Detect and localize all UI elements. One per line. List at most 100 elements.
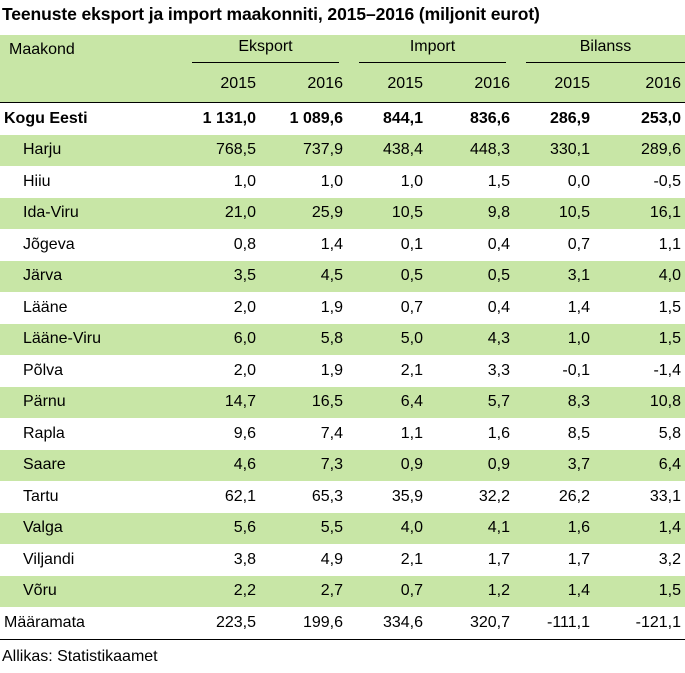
value-cell: 9,8: [487, 204, 510, 222]
group-header-export: Eksport: [180, 35, 347, 66]
value-cell: 0,0: [567, 172, 590, 190]
region-name: Järva: [23, 267, 63, 285]
region-column-header: Maakond: [9, 41, 75, 58]
value-cell: 0,7: [567, 235, 590, 253]
value-cell: 0,8: [233, 235, 256, 253]
table-row: Rapla 9,6 7,4 1,1 1,6 8,5 5,8: [0, 418, 685, 450]
value-cell: 768,5: [215, 141, 256, 159]
table-row: Pärnu 14,7 16,5 6,4 5,7 8,3 10,8: [0, 386, 685, 418]
value-cell: 4,1: [487, 519, 510, 537]
year-header: 2016: [474, 75, 510, 92]
region-name: Ida-Viru: [23, 204, 79, 222]
table-row: Tartu 62,1 65,3 35,9 32,2 26,2 33,1: [0, 481, 685, 513]
value-cell: 0,7: [400, 582, 423, 600]
year-header: 2015: [554, 75, 590, 92]
value-cell: 35,9: [391, 487, 423, 505]
value-cell: 1,9: [320, 361, 343, 379]
value-cell: 32,2: [478, 487, 510, 505]
table-row: Valga 5,6 5,5 4,0 4,1 1,6 1,4: [0, 512, 685, 544]
region-name: Valga: [23, 519, 63, 537]
value-cell: 7,3: [320, 456, 343, 474]
value-cell: 0,7: [400, 298, 423, 316]
value-cell: 0,9: [487, 456, 510, 474]
value-cell: 10,8: [649, 393, 682, 411]
value-cell: 0,5: [487, 267, 510, 285]
value-cell: 3,5: [233, 267, 256, 285]
region-name: Määramata: [0, 607, 180, 640]
table-row: Ida-Viru 21,0 25,9 10,5 9,8 10,5 16,1: [0, 197, 685, 229]
value-cell: 1,4: [320, 235, 343, 253]
value-cell: 844,1: [347, 102, 427, 135]
value-cell: -1,4: [653, 361, 682, 379]
data-table: Maakond Eksport Import Bilanss 2015 2016…: [0, 35, 685, 640]
value-cell: 5,8: [320, 330, 343, 348]
value-cell: 0,9: [400, 456, 423, 474]
value-cell: 5,0: [400, 330, 423, 348]
table-row: Põlva 2,0 1,9 2,1 3,3 -0,1 -1,4: [0, 355, 685, 387]
value-cell: 448,3: [469, 141, 510, 159]
region-name: Saare: [23, 456, 66, 474]
value-cell: 16,1: [649, 204, 682, 222]
value-cell: 1,1: [658, 235, 682, 253]
region-name: Hiiu: [23, 172, 51, 190]
value-cell: 1,0: [320, 172, 343, 190]
region-name: Rapla: [23, 424, 65, 442]
value-cell: 4,0: [400, 519, 423, 537]
value-cell: 8,5: [567, 424, 590, 442]
value-cell: 5,8: [658, 424, 682, 442]
value-cell: 4,5: [320, 267, 343, 285]
value-cell: 0,1: [400, 235, 423, 253]
region-name: Lääne: [23, 298, 68, 316]
value-cell: 334,6: [347, 607, 427, 640]
group-label-balance: Bilanss: [579, 38, 632, 55]
value-cell: 286,9: [514, 102, 594, 135]
value-cell: 2,2: [233, 582, 256, 600]
value-cell: 3,2: [658, 550, 682, 568]
value-cell: 1,9: [320, 298, 343, 316]
region-name: Kogu Eesti: [0, 102, 180, 135]
value-cell: 1,0: [400, 172, 423, 190]
region-name: Lääne-Viru: [23, 330, 101, 348]
value-cell: 26,2: [558, 487, 590, 505]
value-cell: 438,4: [382, 141, 423, 159]
value-cell: 2,1: [400, 550, 423, 568]
year-header: 2015: [220, 75, 256, 92]
value-cell: 5,7: [487, 393, 510, 411]
value-cell: 1,2: [487, 582, 510, 600]
value-cell: 836,6: [427, 102, 514, 135]
group-label-export: Eksport: [238, 38, 293, 55]
value-cell: 1,4: [658, 519, 682, 537]
value-cell: 8,3: [567, 393, 590, 411]
table-row: Hiiu 1,0 1,0 1,0 1,5 0,0 -0,5: [0, 166, 685, 198]
value-cell: 199,6: [260, 607, 347, 640]
value-cell: 223,5: [180, 607, 260, 640]
table-title: Teenuste eksport ja import maakonniti, 2…: [2, 4, 540, 24]
value-cell: 1,5: [658, 330, 682, 348]
table-row: Saare 4,6 7,3 0,9 0,9 3,7 6,4: [0, 449, 685, 481]
value-cell: 1 131,0: [180, 102, 260, 135]
value-cell: 0,4: [487, 235, 510, 253]
value-cell: 10,5: [391, 204, 423, 222]
year-header: 2016: [645, 75, 682, 92]
table-row: Lääne 2,0 1,9 0,7 0,4 1,4 1,5: [0, 292, 685, 324]
value-cell: 10,5: [558, 204, 590, 222]
value-cell: 1,0: [233, 172, 256, 190]
value-cell: 3,3: [487, 361, 510, 379]
region-name: Harju: [23, 141, 62, 159]
value-cell: 3,8: [233, 550, 256, 568]
value-cell: 2,1: [400, 361, 423, 379]
value-cell: 253,0: [594, 102, 685, 135]
value-cell: 1,5: [487, 172, 510, 190]
value-cell: 289,6: [640, 141, 682, 159]
value-cell: 1,4: [567, 298, 590, 316]
region-name: Jõgeva: [23, 235, 75, 253]
value-cell: 4,3: [487, 330, 510, 348]
value-cell: 1,7: [487, 550, 510, 568]
table-row: Järva 3,5 4,5 0,5 0,5 3,1 4,0: [0, 260, 685, 292]
value-cell: 21,0: [224, 204, 256, 222]
table-body: Kogu Eesti 1 131,0 1 089,6 844,1 836,6 286,9 2…: [0, 102, 685, 640]
group-header-balance: Bilanss: [514, 35, 685, 66]
value-cell: 2,0: [233, 361, 256, 379]
value-cell: 330,1: [549, 141, 590, 159]
table-row: Võru 2,2 2,7 0,7 1,2 1,4 1,5: [0, 575, 685, 607]
